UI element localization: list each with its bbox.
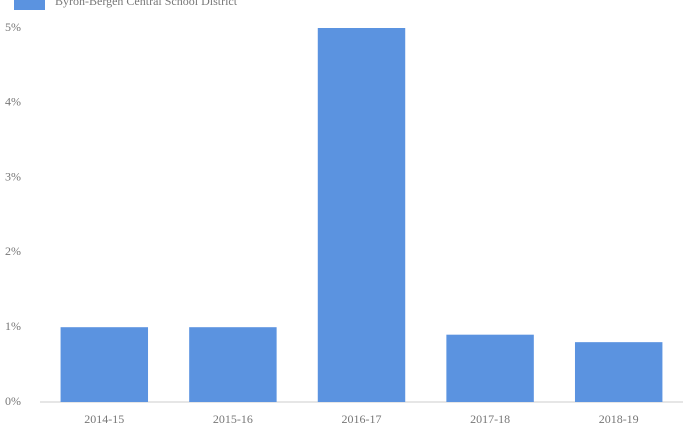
legend-label: Byron-Bergen Central School District [55,0,238,8]
x-tick-label: 2014-15 [84,412,124,426]
bar [60,327,149,402]
y-tick-label: 5% [5,20,21,34]
x-tick-label: 2016-17 [342,412,382,426]
y-tick-label: 1% [5,319,21,333]
x-tick-label: 2017-18 [470,412,510,426]
y-tick-label: 0% [5,394,21,408]
bar [574,342,663,402]
x-tick-label: 2018-19 [599,412,639,426]
x-tick-label: 2015-16 [213,412,253,426]
bar [317,28,406,402]
y-tick-label: 3% [5,169,21,183]
bar [446,334,534,402]
legend-swatch [14,0,45,10]
bar [189,327,277,402]
y-tick-label: 4% [5,95,21,109]
y-tick-label: 2% [5,244,21,258]
